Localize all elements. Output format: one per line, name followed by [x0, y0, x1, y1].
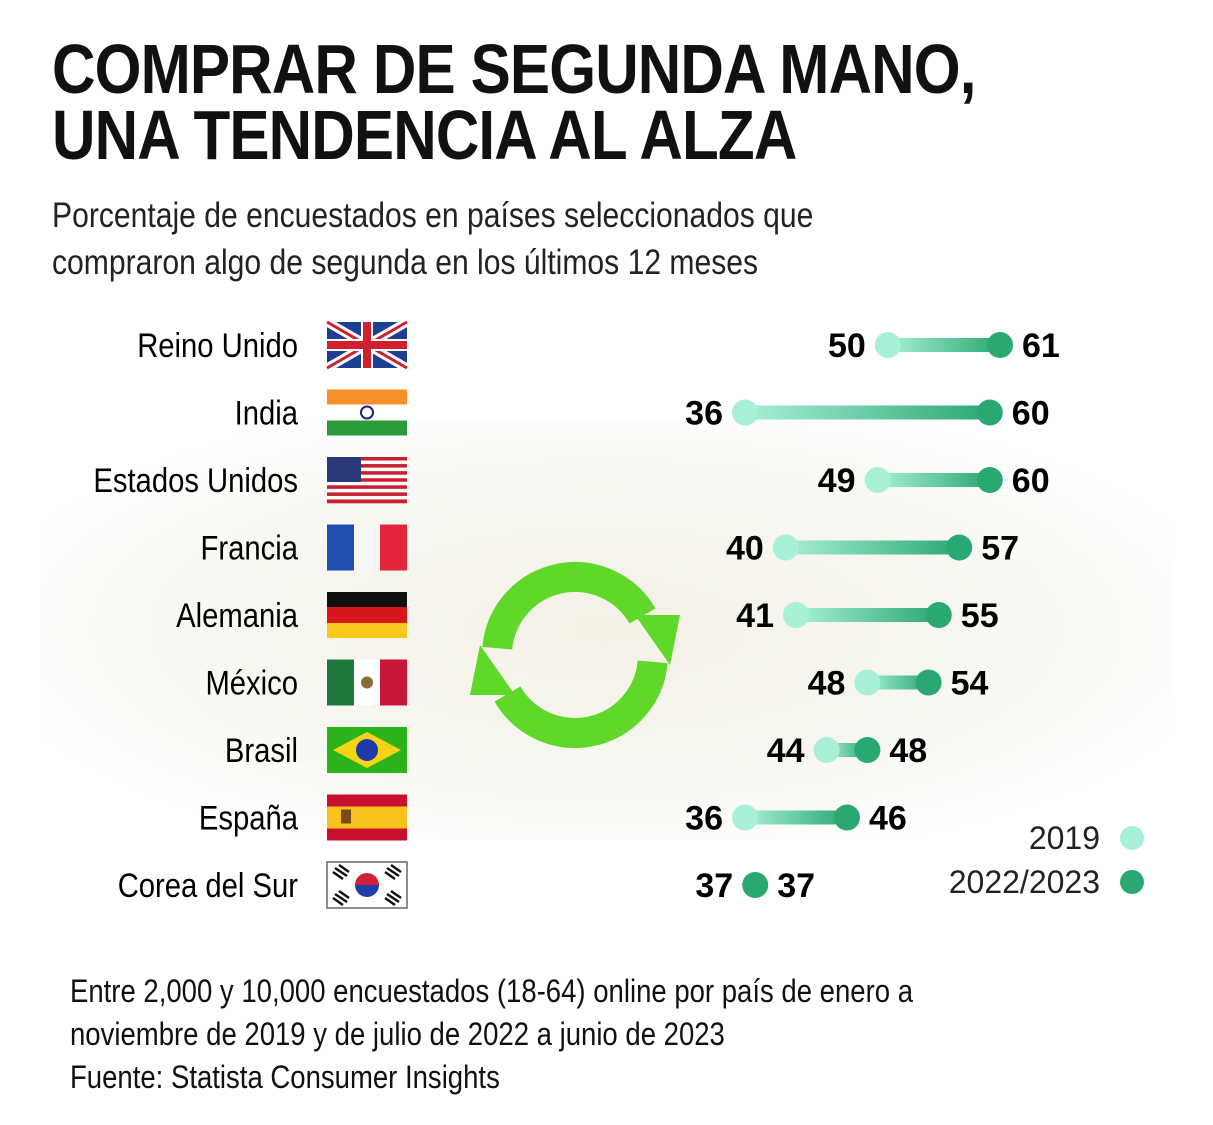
legend-label: 2022/2023: [949, 864, 1100, 900]
point-2019: [732, 399, 758, 426]
point-2019: [732, 804, 758, 831]
chart-row: Alemania 41 55: [176, 592, 999, 638]
recycle-arrows-icon: [470, 562, 680, 748]
subtitle-line: compraron algo de segunda en los últimos…: [52, 243, 759, 282]
point-2019: [874, 332, 901, 358]
range-bar: [877, 473, 990, 487]
value-label-2022-2023: 54: [951, 665, 989, 703]
point-2019: [813, 737, 840, 763]
legend: 2019 2022/2023: [949, 820, 1144, 900]
point-2022-2023: [834, 804, 860, 831]
country-label: Reino Unido: [137, 326, 298, 365]
country-label: España: [199, 798, 298, 837]
value-label-2019: 36: [685, 395, 723, 433]
chart-row: Francia 40 57: [201, 524, 1019, 571]
country-label: India: [235, 393, 299, 432]
source-note: Fuente: Statista Consumer Insights: [70, 1059, 500, 1095]
legend-swatch: [1120, 826, 1144, 850]
value-label-2019: 40: [726, 530, 764, 568]
value-label-2019: 44: [767, 732, 805, 770]
value-label-2022-2023: 46: [869, 800, 907, 838]
value-label-2022-2023: 60: [1012, 395, 1050, 433]
value-label-2019: 36: [685, 800, 723, 838]
chart-row: Corea del Sur 37 37: [118, 861, 815, 909]
germany-flag: [327, 592, 407, 638]
footer-note: noviembre de 2019 y de julio de 2022 a j…: [70, 1016, 725, 1052]
value-label-2019: 41: [736, 597, 774, 635]
spain-flag: [327, 794, 407, 841]
range-bar: [785, 540, 960, 555]
mexico-flag: [327, 659, 407, 706]
value-label-2019: 37: [695, 867, 733, 905]
point-2022-2023: [976, 467, 1003, 493]
point-2022-2023: [915, 669, 942, 696]
point-2022-2023: [925, 602, 952, 628]
chart-title: COMPRAR DE SEGUNDA MANO, UNA TENDENCIA A…: [52, 30, 977, 174]
range-bar: [745, 810, 847, 825]
range-bar: [887, 338, 1000, 352]
point-2019: [854, 669, 881, 696]
point-2019: [864, 467, 891, 493]
range-bar: [867, 675, 929, 690]
point-2022-2023: [946, 534, 973, 561]
point-2022-2023: [742, 872, 769, 898]
value-label-2022-2023: 55: [961, 597, 999, 635]
chart-row: España 36 46: [199, 794, 907, 841]
india-flag: [327, 389, 407, 436]
footer-notes: Entre 2,000 y 10,000 encuestados (18-64)…: [70, 970, 913, 1099]
subtitle-line: Porcentaje de encuestados en países sele…: [52, 196, 814, 235]
legend-label: 2019: [1029, 820, 1100, 856]
country-label: México: [205, 663, 298, 702]
value-label-2022-2023: 57: [981, 530, 1019, 568]
point-2019: [772, 534, 799, 561]
title-line: UNA TENDENCIA AL ALZA: [52, 96, 797, 174]
legend-swatch: [1120, 870, 1144, 894]
chart-row: Brasil 44 48: [225, 727, 927, 773]
value-label-2022-2023: 37: [777, 867, 815, 905]
value-label-2022-2023: 48: [889, 732, 927, 770]
value-label-2022-2023: 61: [1022, 327, 1060, 365]
brazil-flag: [327, 727, 407, 773]
uk-flag: [324, 318, 410, 372]
france-flag: [327, 524, 407, 571]
range-bar: [796, 608, 939, 622]
value-label-2019: 49: [818, 462, 856, 500]
value-label-2022-2023: 60: [1012, 462, 1050, 500]
usa-flag: [327, 457, 407, 504]
point-2019: [783, 602, 809, 628]
point-2022-2023: [976, 399, 1003, 426]
value-label-2019: 48: [808, 665, 846, 703]
south-korea-flag: [326, 861, 408, 909]
point-2022-2023: [987, 332, 1013, 358]
point-2022-2023: [854, 737, 881, 763]
chart-row: Reino Unido 50 61: [137, 318, 1060, 372]
country-label: Alemania: [176, 596, 298, 635]
footer-note: Entre 2,000 y 10,000 encuestados (18-64)…: [70, 973, 914, 1009]
value-label-2019: 50: [828, 327, 866, 365]
chart-row: México 48 54: [205, 659, 989, 706]
chart-row: Estados Unidos 49 60: [93, 457, 1050, 504]
chart-row: India 36 60: [235, 389, 1050, 436]
country-label: Francia: [201, 528, 299, 567]
chart-subtitle: Porcentaje de encuestados en países sele…: [52, 192, 813, 286]
country-label: Estados Unidos: [93, 461, 298, 500]
country-label: Corea del Sur: [118, 866, 299, 905]
country-label: Brasil: [225, 731, 298, 770]
title-line: COMPRAR DE SEGUNDA MANO,: [52, 30, 977, 108]
range-bar: [745, 405, 990, 420]
